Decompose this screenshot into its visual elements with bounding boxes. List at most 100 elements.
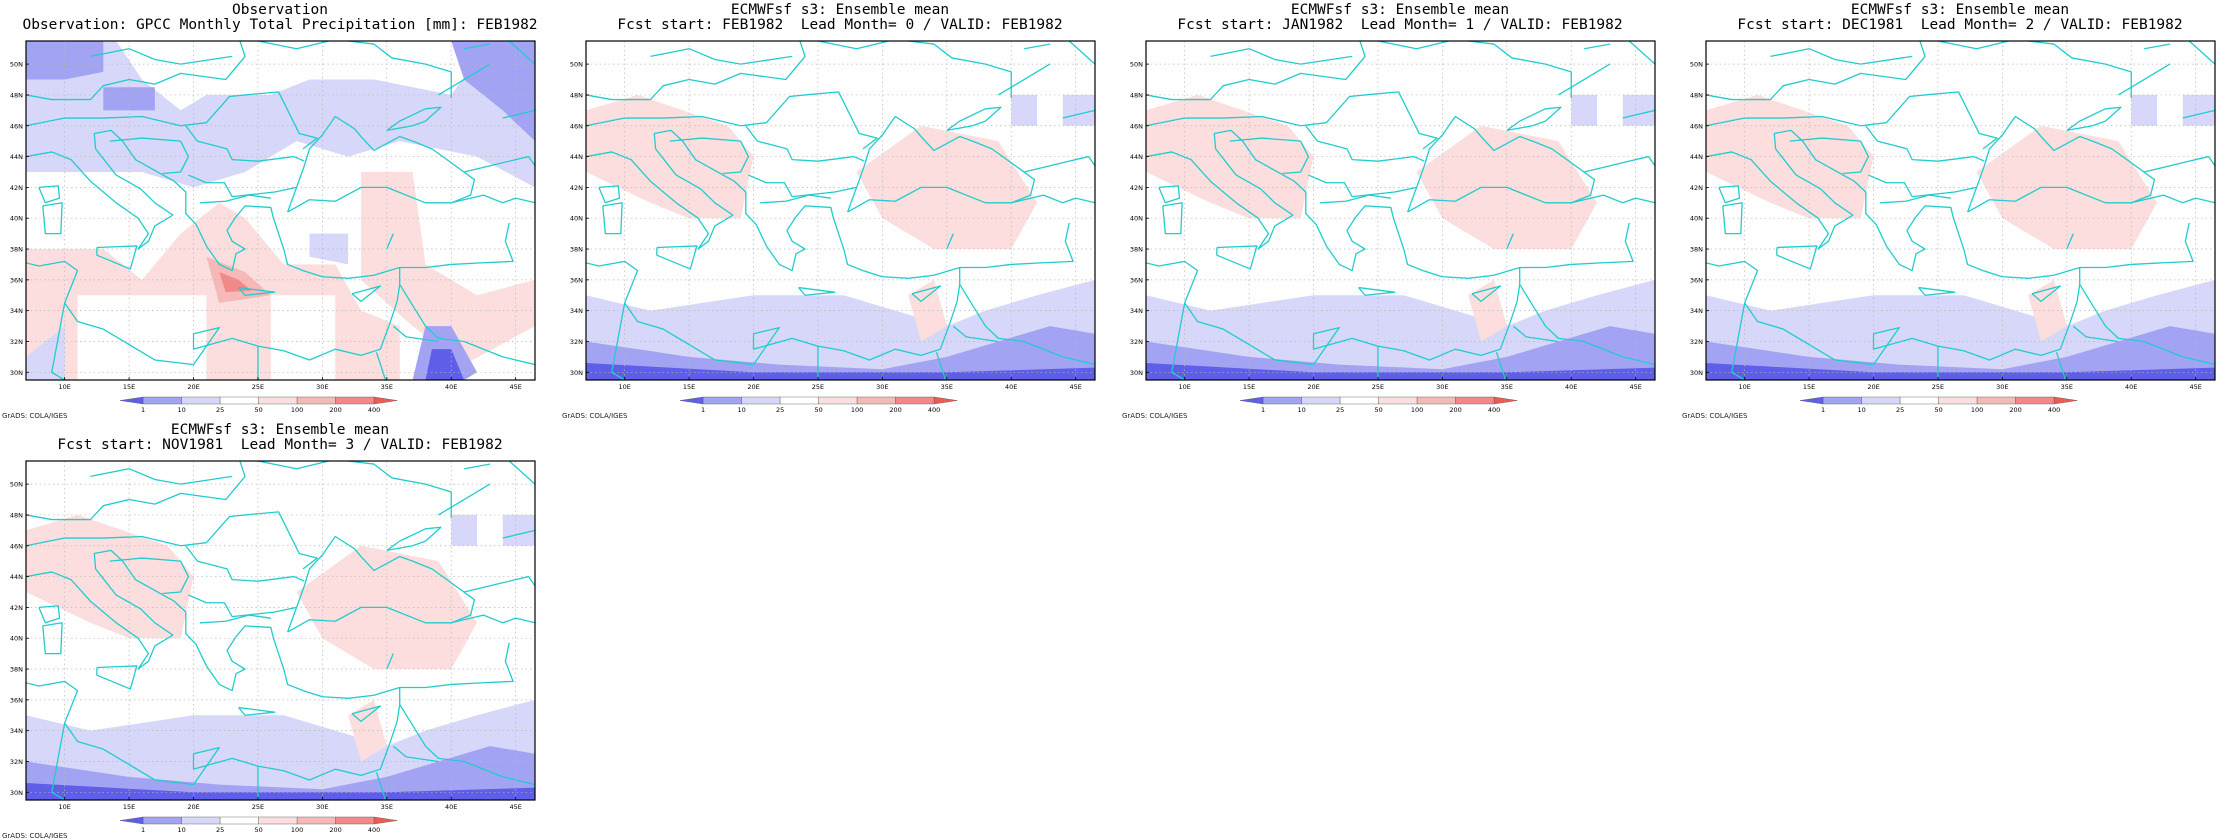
lon-tick-label: 45E: [1069, 383, 1081, 391]
lat-tick-label: 44N: [1690, 153, 1703, 161]
graticule: [1706, 41, 2215, 380]
lat-tick-label: 34N: [1690, 307, 1703, 315]
coastline: [1495, 352, 1507, 380]
colorbar-tick-label: 50: [814, 406, 822, 414]
shading-region: [1468, 279, 1507, 342]
lat-tick-label: 32N: [1690, 338, 1703, 346]
shading-region: [1706, 363, 2215, 380]
coastline: [534, 187, 535, 189]
map-frame: [1145, 40, 1656, 381]
lat-tick-label: 44N: [570, 153, 583, 161]
coastline: [185, 125, 305, 162]
lon-tick-label: 10E: [1178, 383, 1190, 391]
coastline: [1506, 106, 1562, 132]
shading-region: [586, 326, 1095, 380]
grads-credit: GrADS: COLA/IGES: [562, 412, 628, 420]
coastline: [1519, 222, 1634, 269]
lat-tick-label: 46N: [10, 542, 23, 550]
colorbar-tick-label: 100: [851, 406, 863, 414]
colorbar-segment: [1455, 396, 1495, 405]
coastline: [2066, 106, 2122, 132]
colorbar-tick-label: 200: [1449, 406, 1461, 414]
coastline: [199, 614, 271, 624]
graticule: [26, 461, 535, 800]
coastline: [399, 284, 535, 366]
lon-tick-label: 20E: [1307, 383, 1319, 391]
coastline: [26, 461, 246, 521]
lat-tick-label: 48N: [10, 511, 23, 519]
coastline: [1918, 286, 1956, 296]
colorbar-segment: [373, 396, 398, 405]
precip-shading: [586, 41, 1095, 380]
colorbar-segment: [1239, 396, 1264, 405]
coastline: [586, 91, 878, 150]
lat-tick-label: 34N: [10, 727, 23, 735]
lat-tick-label: 50N: [570, 61, 583, 69]
lon-tick-label: 15E: [123, 803, 135, 811]
precip-map: 50N 48N 46N 44N 42N 40N 38N 36N 34N 32N 30N 10E 15E 2…: [10, 40, 536, 414]
coastlines: [26, 461, 535, 800]
coastline: [188, 594, 297, 618]
lat-tick-label: 34N: [1130, 307, 1143, 315]
lon-tick-label: 35E: [941, 383, 953, 391]
shading-region: [502, 514, 535, 546]
coastline: [502, 109, 535, 119]
coastline: [386, 233, 394, 250]
lon-tick-label: 40E: [2125, 383, 2137, 391]
colorbar-tick-label: 400: [368, 826, 380, 834]
colorbar-tick-label: 25: [216, 826, 224, 834]
colorbar-segment: [335, 816, 375, 825]
colorbar-legend: 1 10 25 50 100 200 400: [1799, 396, 2078, 414]
coastline: [438, 483, 491, 516]
colorbar-tick-label: 10: [1297, 406, 1305, 414]
colorbar-tick-label: 200: [329, 826, 341, 834]
lat-tick-label: 38N: [1130, 246, 1143, 254]
lat-tick-label: 46N: [570, 122, 583, 130]
coastline: [1583, 155, 1655, 173]
lon-tick-label: 35E: [381, 803, 393, 811]
coastline: [1146, 91, 1438, 150]
panel-subtitle: Fcst start: DEC1981 Lead Month= 2 / VALI…: [1737, 17, 2183, 33]
coastline: [846, 115, 1036, 213]
colorbar-legend: 1 10 25 50 100 200 400: [1239, 396, 1518, 414]
lon-tick-label: 20E: [747, 383, 759, 391]
colorbar-segment: [119, 396, 144, 405]
lon-tick-label: 45E: [509, 803, 521, 811]
colorbar-segment: [1899, 396, 1939, 405]
colorbar-segment: [679, 396, 704, 405]
colorbar-tick-label: 400: [2048, 406, 2060, 414]
lat-tick-label: 36N: [10, 696, 23, 704]
colorbar-segment: [1416, 396, 1456, 405]
coastline: [38, 185, 61, 204]
coastline: [26, 549, 401, 786]
colorbar-segment: [1378, 396, 1418, 405]
colorbar-segment: [296, 396, 336, 405]
shading-region: [219, 272, 252, 293]
lat-tick-label: 32N: [10, 338, 23, 346]
colorbar-tick-label: 1: [141, 826, 145, 834]
lat-tick-label: 40N: [1690, 215, 1703, 223]
lat-tick-label: 48N: [1690, 91, 1703, 99]
lat-tick-label: 36N: [1130, 276, 1143, 284]
coastline: [959, 222, 1074, 269]
coastline: [1628, 41, 1655, 65]
map-frame: [1705, 40, 2216, 381]
lat-tick-label: 30N: [1130, 369, 1143, 377]
coastline: [1146, 129, 1521, 366]
lat-tick-label: 44N: [10, 153, 23, 161]
panel-subtitle: Fcst start: NOV1981 Lead Month= 3 / VALI…: [57, 437, 503, 453]
shading-region: [361, 171, 535, 365]
coastline: [185, 545, 305, 582]
lon-tick-label: 45E: [2189, 383, 2201, 391]
lat-tick-label: 42N: [1690, 184, 1703, 192]
lon-tick-label: 15E: [1243, 383, 1255, 391]
coastline: [1062, 109, 1095, 119]
lat-tick-label: 42N: [10, 184, 23, 192]
coastline: [26, 41, 246, 101]
lon-tick-label: 35E: [381, 383, 393, 391]
colorbar-segment: [142, 396, 182, 405]
lat-tick-label: 38N: [10, 246, 23, 254]
lon-tick-label: 15E: [683, 383, 695, 391]
colorbar-tick-label: 10: [737, 406, 745, 414]
coastline: [1210, 48, 1353, 65]
